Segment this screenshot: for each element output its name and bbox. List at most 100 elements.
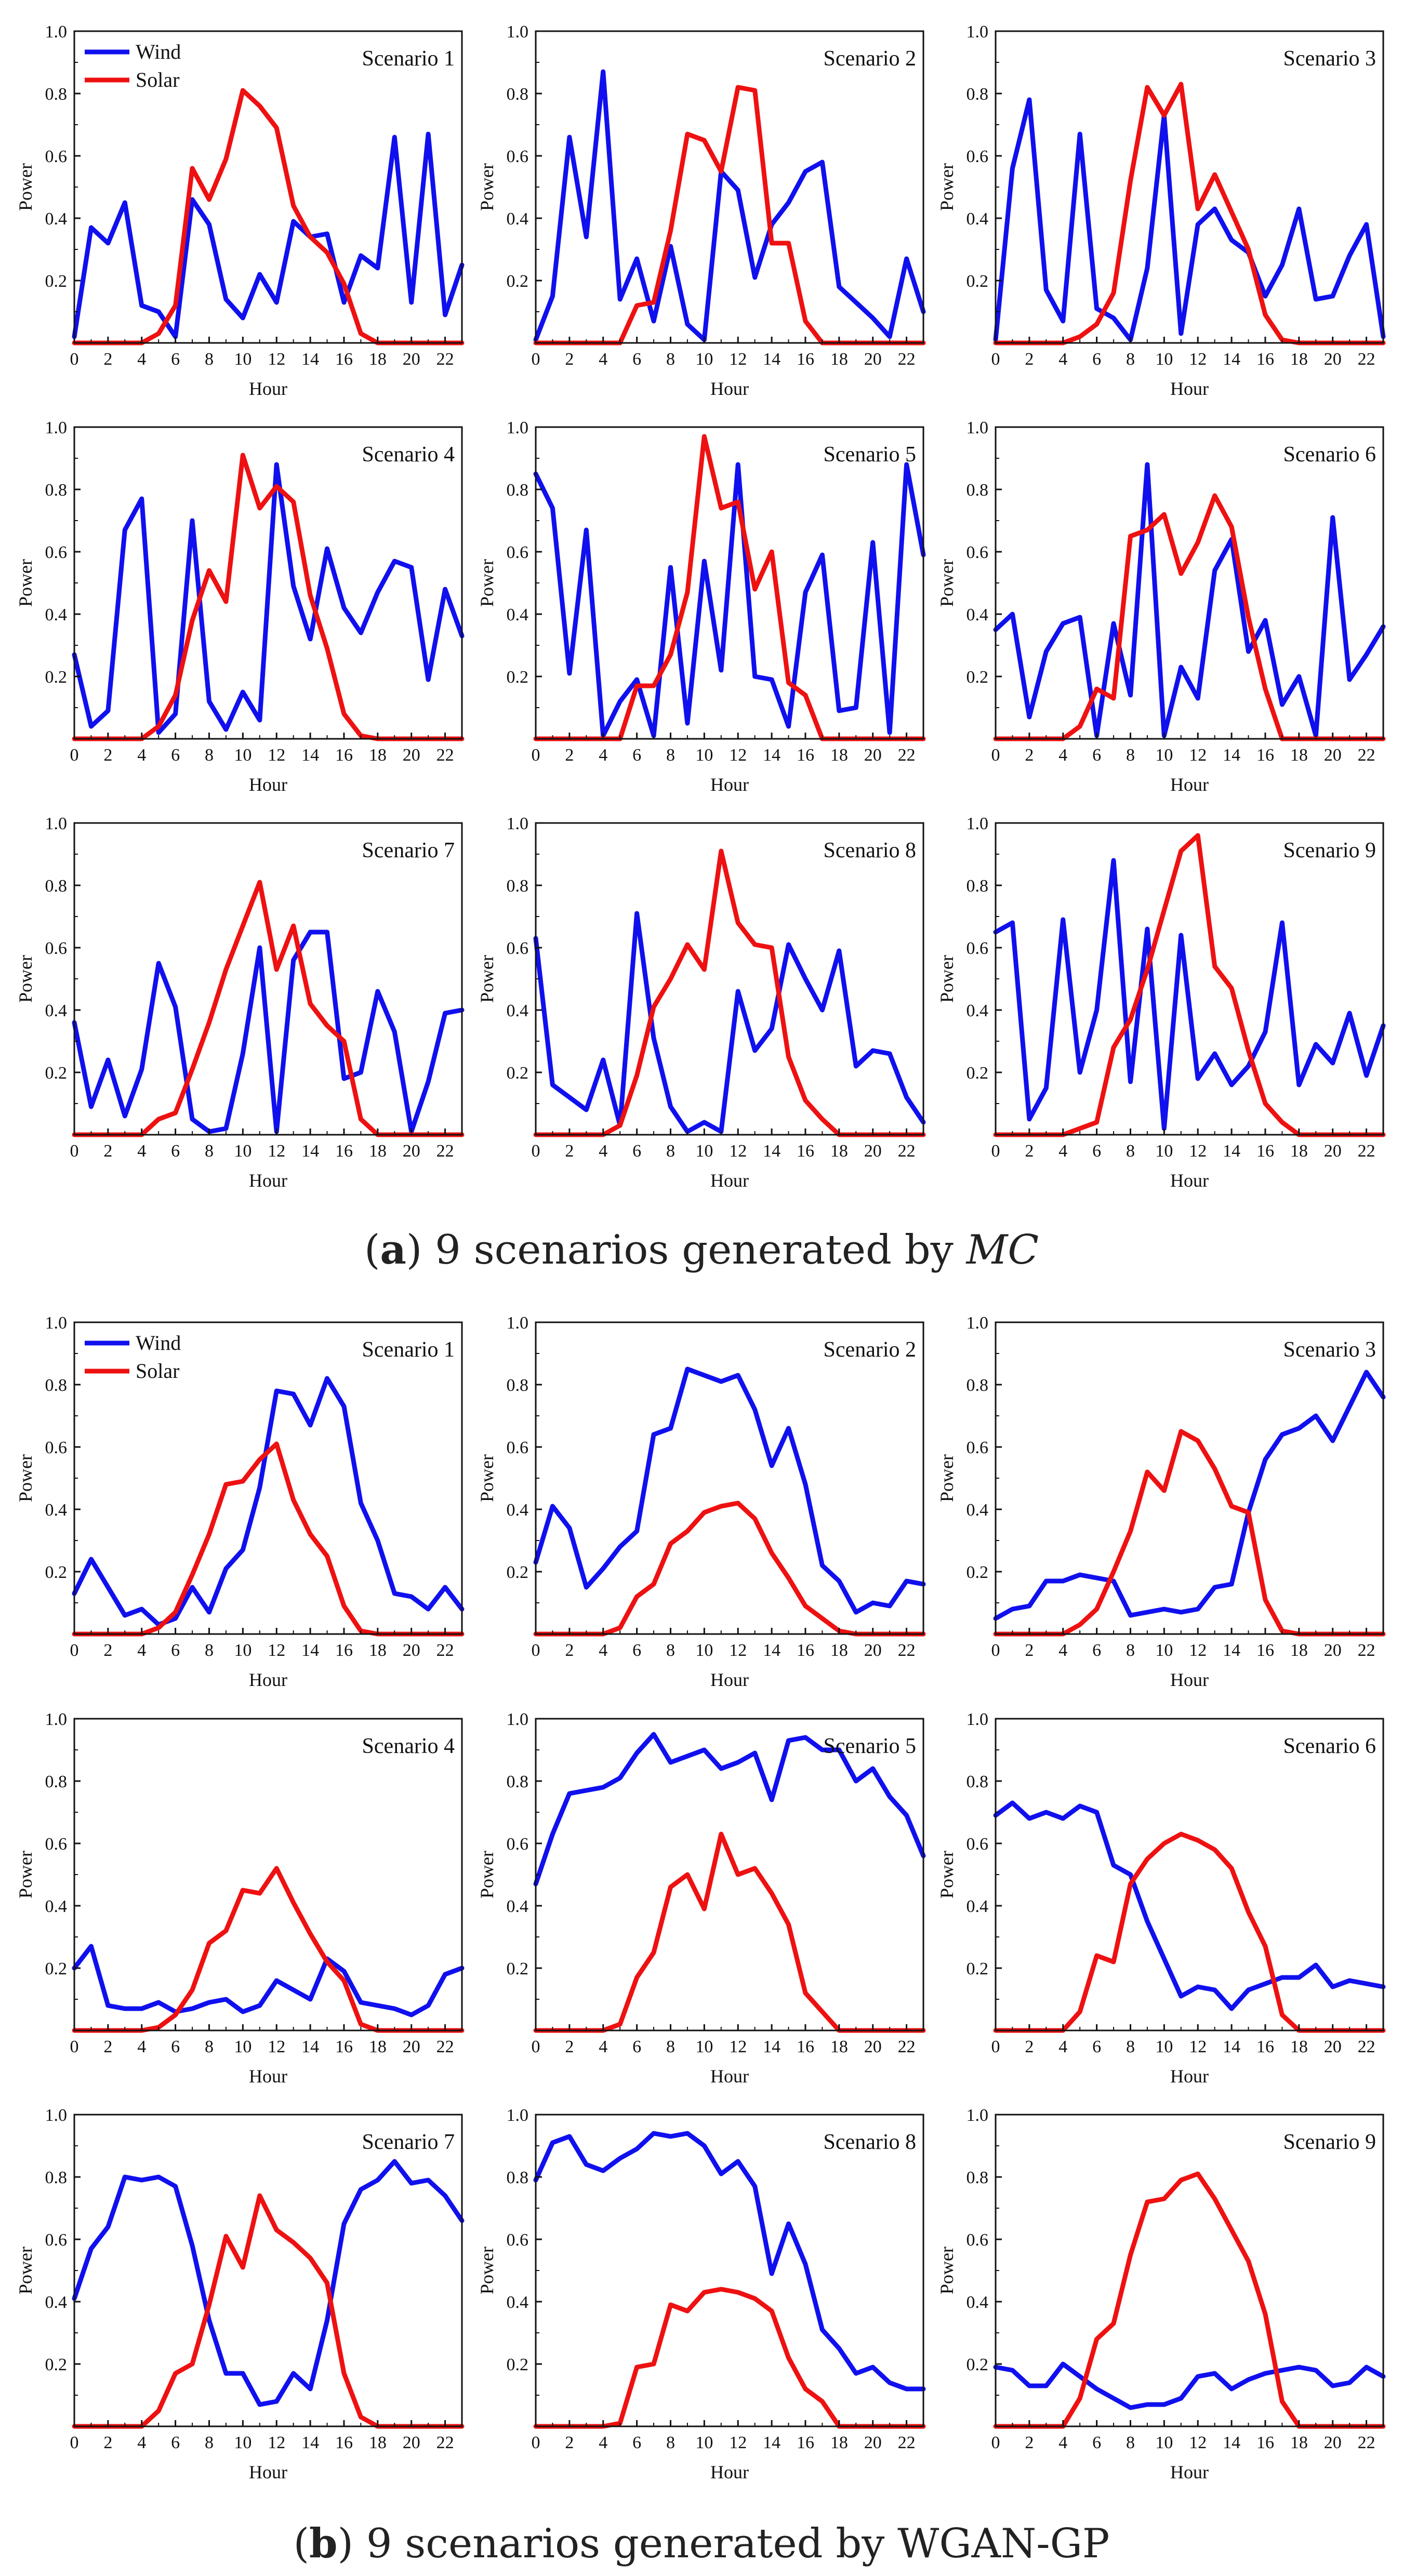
x-axis-label: Hour bbox=[249, 1669, 287, 1690]
x-tick-label: 8 bbox=[666, 2037, 675, 2056]
series-line-wind bbox=[72, 131, 465, 339]
x-tick-label: 2 bbox=[103, 350, 112, 369]
x-tick-label: 18 bbox=[369, 2433, 387, 2452]
x-tick-label: 8 bbox=[1126, 2037, 1135, 2056]
x-tick-label: 22 bbox=[1358, 746, 1375, 765]
y-tick-label: 0.6 bbox=[45, 2230, 68, 2250]
x-tick-label: 16 bbox=[797, 1141, 814, 1161]
y-axis-label: Power bbox=[936, 1454, 957, 1502]
x-tick-label: 4 bbox=[599, 1141, 607, 1161]
x-tick-label: 12 bbox=[729, 1641, 747, 1660]
panel-title: Scenario 7 bbox=[362, 2130, 455, 2154]
panel-title: Scenario 8 bbox=[824, 2130, 916, 2154]
x-tick-label: 16 bbox=[797, 350, 814, 369]
x-tick-label: 10 bbox=[234, 1641, 252, 1660]
x-tick-label: 14 bbox=[301, 2433, 319, 2452]
x-tick-label: 16 bbox=[335, 2433, 353, 2452]
x-tick-label: 6 bbox=[632, 1641, 641, 1660]
legend: Wind Solar bbox=[85, 1331, 181, 1383]
x-tick-label: 12 bbox=[729, 350, 747, 369]
y-tick-label: 0.6 bbox=[967, 543, 989, 562]
x-tick-label: 16 bbox=[1256, 350, 1274, 369]
chart-panel: 0 2 4 6 8 10 12 14 16 18 20 22 0.2 0.4 0.6 0.8 1.0 Hour Po… bbox=[936, 418, 1386, 795]
x-tick-label: 18 bbox=[1290, 2433, 1308, 2452]
y-tick-label: 0.8 bbox=[967, 2168, 989, 2187]
panel-title: Scenario 2 bbox=[824, 47, 916, 71]
x-tick-label: 6 bbox=[171, 1641, 180, 1660]
y-tick-label: 0.6 bbox=[507, 939, 529, 958]
x-tick-label: 2 bbox=[565, 1641, 574, 1660]
x-tick-label: 16 bbox=[335, 350, 353, 369]
x-tick-label: 6 bbox=[171, 1141, 180, 1161]
x-tick-label: 8 bbox=[1126, 1141, 1135, 1161]
x-tick-label: 16 bbox=[1256, 1641, 1274, 1660]
x-tick-label: 12 bbox=[729, 2433, 747, 2452]
chart-panel: 0 2 4 6 8 10 12 14 16 18 20 22 0.2 0.4 0.6 0.8 1.0 Hour Po… bbox=[936, 2106, 1386, 2482]
x-tick-label: 6 bbox=[632, 2433, 641, 2452]
x-tick-label: 8 bbox=[1126, 746, 1135, 765]
y-tick-label: 0.2 bbox=[507, 1064, 529, 1083]
panel-title: Scenario 9 bbox=[1283, 2130, 1376, 2154]
x-tick-label: 0 bbox=[991, 350, 1000, 369]
x-tick-label: 8 bbox=[666, 1141, 675, 1161]
y-tick-label: 0.4 bbox=[967, 209, 989, 229]
x-tick-label: 2 bbox=[103, 1141, 112, 1161]
x-tick-label: 6 bbox=[1092, 746, 1101, 765]
x-tick-label: 4 bbox=[137, 746, 146, 765]
chart-panel: 0 2 4 6 8 10 12 14 16 18 20 22 0.2 0.4 0.6 0.8 1.0 Hour Po… bbox=[477, 1313, 926, 1690]
x-tick-label: 10 bbox=[1155, 2037, 1173, 2056]
x-tick-label: 4 bbox=[1058, 350, 1067, 369]
x-tick-label: 18 bbox=[830, 1641, 848, 1660]
panel-title: Scenario 6 bbox=[1283, 1734, 1376, 1758]
x-tick-label: 6 bbox=[171, 2433, 180, 2452]
x-tick-label: 14 bbox=[301, 1641, 319, 1660]
y-tick-label: 0.6 bbox=[507, 147, 529, 166]
x-tick-label: 22 bbox=[1358, 350, 1375, 369]
y-tick-label: 1.0 bbox=[967, 814, 989, 833]
x-tick-label: 10 bbox=[1155, 746, 1173, 765]
panel-title: Scenario 7 bbox=[362, 839, 455, 862]
x-tick-label: 4 bbox=[599, 350, 607, 369]
plot-frame bbox=[995, 1321, 1384, 1635]
y-axis-label: Power bbox=[936, 1851, 957, 1898]
y-tick-label: 0.8 bbox=[45, 1376, 68, 1395]
x-tick-label: 8 bbox=[205, 2037, 214, 2056]
series-line-wind bbox=[533, 1366, 926, 1615]
x-tick-label: 20 bbox=[1324, 1641, 1342, 1660]
x-tick-label: 4 bbox=[1058, 2433, 1067, 2452]
x-tick-label: 8 bbox=[1126, 1641, 1135, 1660]
x-tick-label: 20 bbox=[864, 1641, 882, 1660]
legend-label: Wind bbox=[136, 1331, 181, 1355]
y-tick-label: 0.8 bbox=[967, 1376, 989, 1395]
y-tick-label: 0.4 bbox=[507, 1001, 529, 1020]
panel-title: Scenario 3 bbox=[1283, 47, 1376, 71]
x-tick-label: 16 bbox=[335, 746, 353, 765]
series-line-wind bbox=[533, 69, 926, 342]
series-line-wind bbox=[533, 462, 926, 738]
x-tick-label: 16 bbox=[1256, 2037, 1274, 2056]
x-tick-label: 16 bbox=[797, 2037, 814, 2056]
x-tick-label: 2 bbox=[565, 2433, 574, 2452]
y-axis-label: Power bbox=[936, 2247, 957, 2294]
chart-panel: 0 2 4 6 8 10 12 14 16 18 20 22 0.2 0.4 0.6 0.8 1.0 Hour Po… bbox=[15, 418, 465, 795]
panel-title: Scenario 5 bbox=[824, 443, 916, 467]
x-tick-label: 6 bbox=[632, 1141, 641, 1161]
y-tick-label: 0.2 bbox=[45, 668, 68, 687]
x-tick-label: 4 bbox=[599, 2433, 607, 2452]
y-tick-label: 1.0 bbox=[507, 418, 529, 437]
x-tick-label: 0 bbox=[991, 746, 1000, 765]
x-tick-label: 10 bbox=[695, 1141, 713, 1161]
x-tick-label: 14 bbox=[763, 746, 780, 765]
x-tick-label: 12 bbox=[1189, 350, 1207, 369]
series-line-solar bbox=[72, 1866, 465, 2033]
x-axis-label: Hour bbox=[249, 1170, 287, 1191]
y-tick-label: 0.8 bbox=[45, 1772, 68, 1791]
x-tick-label: 8 bbox=[205, 1641, 214, 1660]
x-tick-label: 12 bbox=[268, 1641, 285, 1660]
x-tick-label: 16 bbox=[1256, 1141, 1274, 1161]
y-tick-label: 0.6 bbox=[507, 2230, 529, 2250]
chart-group-0: 0 2 4 6 8 10 12 14 16 18 20 220.20.40.60.81.0HourPo… bbox=[15, 22, 1386, 1191]
x-tick-label: 14 bbox=[301, 1141, 319, 1161]
y-tick-label: 0.2 bbox=[967, 668, 989, 687]
y-tick-label: 0.2 bbox=[507, 1959, 529, 1979]
